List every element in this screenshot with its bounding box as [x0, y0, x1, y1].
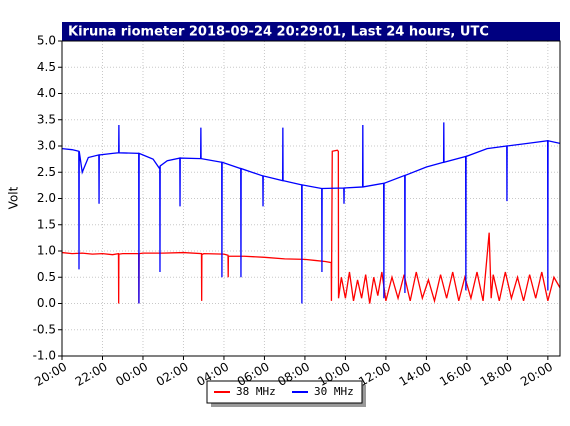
y-tick-label: 3.5 — [37, 112, 56, 126]
y-tick-label: 4.5 — [37, 60, 56, 74]
title-bar — [62, 22, 560, 41]
y-tick-label: 4.0 — [37, 86, 56, 100]
x-tick-label: 12:00 — [356, 360, 393, 389]
y-axis-label: Volt — [7, 186, 21, 209]
y-tick-label: 3.0 — [37, 139, 56, 153]
y-tick-label: 2.0 — [37, 191, 56, 205]
x-tick-label: 02:00 — [154, 360, 191, 389]
x-tick-label: 20:00 — [518, 360, 555, 389]
x-tick-label: 20:00 — [32, 360, 69, 389]
series-line — [61, 122, 561, 304]
y-tick-label: 0.5 — [37, 270, 56, 284]
y-tick-label: 1.0 — [37, 244, 56, 258]
x-tick-label: 14:00 — [397, 360, 434, 389]
chart-title: Kiruna riometer 2018-09-24 20:29:01, Las… — [68, 25, 489, 40]
x-tick-label: 00:00 — [113, 360, 150, 389]
legend — [206, 380, 363, 404]
y-tick-label: 2.5 — [37, 165, 56, 179]
y-tick-label: -1.0 — [33, 349, 56, 363]
y-tick-label: 1.5 — [37, 217, 56, 231]
x-tick-label: 22:00 — [73, 360, 110, 389]
plot-border — [61, 40, 561, 357]
y-tick-label: -0.5 — [33, 322, 56, 336]
x-tick-label: 16:00 — [437, 360, 474, 389]
y-tick-label: 0.0 — [37, 296, 56, 310]
x-tick-label: 18:00 — [478, 360, 515, 389]
y-tick-label: 5.0 — [37, 34, 56, 48]
legend-label: 38 MHz — [236, 385, 276, 398]
legend-label: 30 MHz — [314, 385, 354, 398]
